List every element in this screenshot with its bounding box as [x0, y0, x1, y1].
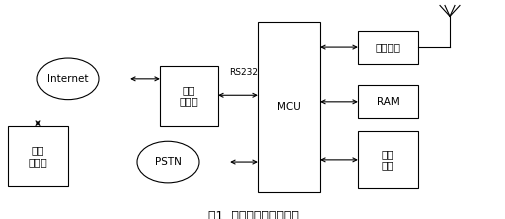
Text: 远端
计算机: 远端 计算机 — [29, 145, 47, 167]
Text: RS232: RS232 — [229, 68, 258, 77]
Text: RAM: RAM — [376, 97, 398, 107]
Ellipse shape — [37, 58, 99, 100]
Bar — [358, 31, 417, 64]
Text: Internet: Internet — [47, 74, 88, 84]
Bar — [358, 131, 417, 188]
Text: 蓝牙模块: 蓝牙模块 — [375, 42, 400, 52]
Text: MCU: MCU — [277, 102, 300, 112]
Ellipse shape — [137, 141, 198, 183]
Text: 家庭
计算机: 家庭 计算机 — [179, 85, 198, 107]
Bar — [8, 126, 68, 186]
Text: 紧急
开关: 紧急 开关 — [381, 149, 393, 171]
Text: PSTN: PSTN — [154, 157, 181, 167]
Bar — [258, 22, 319, 192]
Bar — [160, 66, 218, 126]
Bar — [358, 85, 417, 118]
Text: 图1  蓝牙主设备结构框图: 图1 蓝牙主设备结构框图 — [207, 210, 298, 219]
